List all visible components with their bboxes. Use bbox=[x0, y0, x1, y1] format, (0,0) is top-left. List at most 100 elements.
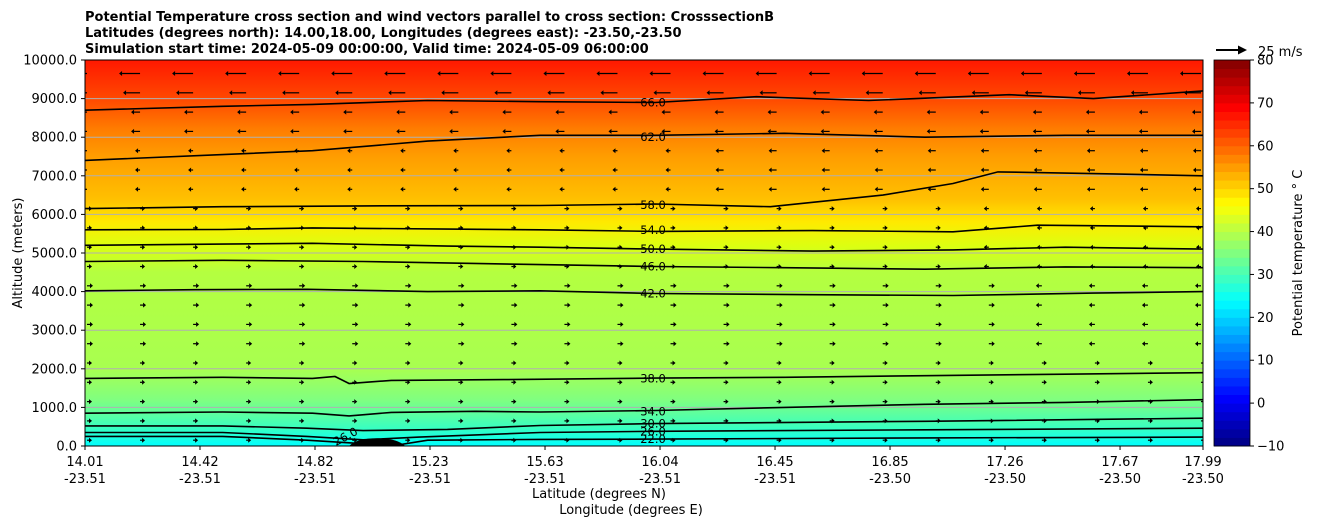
wind-vector-head bbox=[1141, 283, 1145, 289]
wind-vector-head bbox=[874, 167, 878, 173]
y-axis-ticks: 0.0 1000.0 2000.0 3000.0 4000.0 5000.0 6000.0 7… bbox=[23, 54, 85, 455]
wind-vector-head bbox=[831, 399, 835, 405]
colorbar-tick-label: 30 bbox=[1257, 268, 1274, 283]
wind-vector-head bbox=[567, 283, 571, 289]
wind-vector-head bbox=[302, 283, 306, 289]
colorbar-tick-label: 10 bbox=[1257, 354, 1274, 369]
wind-vector-head bbox=[184, 128, 188, 134]
wind-vector-head bbox=[937, 379, 941, 385]
colorbar-segment bbox=[1214, 171, 1250, 181]
wind-vector-head bbox=[874, 186, 878, 192]
wind-vector-head bbox=[513, 418, 517, 424]
wind-vector-head bbox=[90, 302, 93, 308]
wind-vector-head bbox=[725, 225, 729, 231]
colorbar-segment bbox=[1214, 128, 1250, 138]
contour-label: 50.0 bbox=[640, 242, 666, 256]
wind-vector-head bbox=[1139, 186, 1143, 192]
wind-vector-head bbox=[506, 167, 510, 173]
colorbar-segment bbox=[1214, 394, 1250, 404]
wind-vector-head bbox=[559, 148, 563, 154]
wind-vector-head bbox=[567, 341, 571, 347]
contour-label: 26.0 bbox=[640, 424, 666, 438]
wind-vector-head bbox=[980, 186, 984, 192]
colorbar-segment bbox=[1214, 205, 1250, 215]
wind-vector-head bbox=[1193, 148, 1196, 154]
wind-vector-head bbox=[726, 341, 730, 347]
wind-vector-head bbox=[335, 90, 339, 96]
x-tick-label-lat: 14.42 bbox=[181, 455, 218, 470]
wind-vector-head bbox=[460, 399, 464, 405]
wind-vector-head bbox=[861, 71, 865, 77]
wind-vector-head bbox=[821, 167, 825, 173]
wind-vector-head bbox=[188, 148, 192, 154]
wind-vector-head bbox=[453, 167, 457, 173]
colorbar-segment bbox=[1214, 188, 1250, 198]
wind-vector-head bbox=[142, 418, 146, 424]
colorbar-segment bbox=[1214, 231, 1250, 241]
wind-vector-head bbox=[1149, 437, 1153, 443]
wind-vector-head bbox=[461, 341, 465, 347]
contour-lines bbox=[85, 90, 1203, 446]
wind-vector-head bbox=[873, 109, 877, 115]
wind-vector-head bbox=[1024, 90, 1028, 96]
y-tick-label: 8000.0 bbox=[32, 131, 78, 146]
wind-vector-head bbox=[1035, 321, 1039, 327]
wind-vector-head bbox=[1138, 128, 1142, 134]
wind-vector-head bbox=[502, 128, 506, 134]
wind-vector-head bbox=[927, 167, 931, 173]
wind-vector-head bbox=[832, 283, 836, 289]
x-tick-label-lon: -23.50 bbox=[984, 472, 1026, 487]
wind-vector-head bbox=[566, 379, 570, 385]
wind-vector-head bbox=[1036, 225, 1040, 231]
wind-vector-head bbox=[1195, 302, 1198, 308]
wind-vector-head bbox=[778, 379, 782, 385]
wind-vector-head bbox=[620, 283, 624, 289]
wind-vector-head bbox=[702, 71, 706, 77]
wind-vector-head bbox=[407, 399, 411, 405]
wind-vector-head bbox=[460, 206, 464, 212]
wind-vector-head bbox=[767, 128, 771, 134]
wind-vector-head bbox=[301, 379, 305, 385]
wind-vector-head bbox=[89, 418, 92, 424]
wind-vector-head bbox=[354, 264, 358, 270]
wind-vector-head bbox=[248, 264, 252, 270]
wind-vector-head bbox=[241, 167, 245, 173]
wind-vector-head bbox=[725, 379, 729, 385]
wind-vector-head bbox=[1073, 71, 1077, 77]
wind-vector-head bbox=[89, 264, 92, 270]
wind-vector-head bbox=[821, 186, 825, 192]
wind-vector-head bbox=[1088, 302, 1092, 308]
wind-vector-head bbox=[566, 206, 570, 212]
colorbar-segment bbox=[1214, 428, 1250, 438]
wind-vector-head bbox=[408, 341, 412, 347]
wind-vector-head bbox=[714, 109, 718, 115]
colorbar-segment bbox=[1214, 343, 1250, 353]
wind-vector-head bbox=[1035, 341, 1039, 347]
wind-vector-head bbox=[237, 109, 241, 115]
wind-vector-head bbox=[513, 360, 517, 366]
wind-vector-head bbox=[513, 379, 517, 385]
wind-vector-head bbox=[1088, 341, 1092, 347]
wind-vector-head bbox=[195, 244, 199, 250]
wind-vector-head bbox=[248, 244, 252, 250]
wind-vector-head bbox=[225, 71, 229, 77]
x-axis-label-latitude: Latitude (degrees N) bbox=[532, 487, 666, 502]
wind-vector-head bbox=[714, 128, 718, 134]
wind-vector-head bbox=[979, 128, 983, 134]
wind-vector-head bbox=[400, 186, 404, 192]
x-tick-label-lat: 17.99 bbox=[1184, 455, 1221, 470]
contour-label: 38.0 bbox=[640, 371, 666, 385]
colorbar-segment bbox=[1214, 300, 1250, 310]
colorbar-segment bbox=[1214, 351, 1250, 361]
wind-vector-head bbox=[195, 437, 199, 443]
wind-vector-head bbox=[1195, 321, 1198, 327]
wind-vector-head bbox=[407, 360, 411, 366]
wind-vector-head bbox=[726, 283, 730, 289]
wind-vector-head bbox=[408, 302, 412, 308]
wind-vector-head bbox=[831, 244, 835, 250]
wind-vector-head bbox=[384, 71, 388, 77]
wind-vector-head bbox=[131, 128, 135, 134]
wind-vector-head bbox=[672, 418, 676, 424]
y-tick-label: 1000.0 bbox=[32, 401, 78, 416]
